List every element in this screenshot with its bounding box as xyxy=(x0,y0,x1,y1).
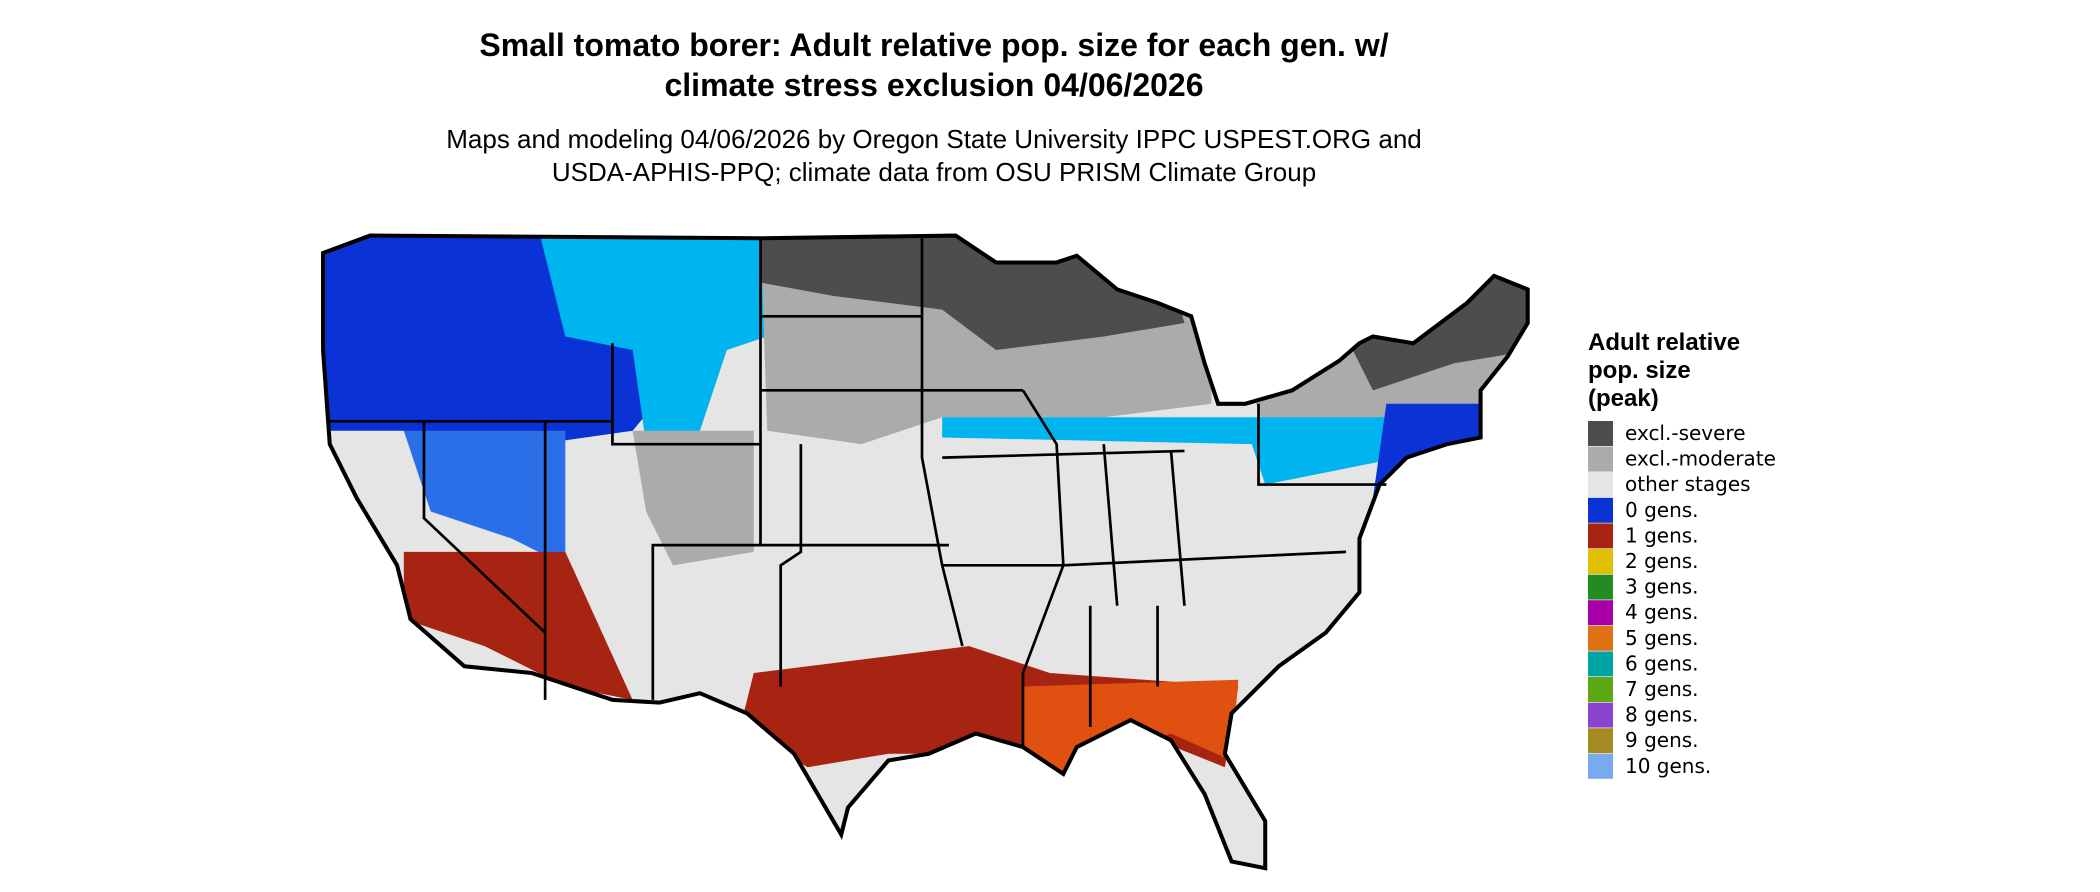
legend-swatch xyxy=(1588,753,1613,779)
legend-swatch xyxy=(1588,574,1613,600)
legend-label: excl.-moderate xyxy=(1625,447,1776,471)
legend-label: 1 gens. xyxy=(1625,523,1699,547)
legend-swatch xyxy=(1588,472,1613,498)
legend-swatch xyxy=(1588,677,1613,702)
legend-label: 6 gens. xyxy=(1625,651,1699,675)
legend-swatch xyxy=(1588,625,1613,651)
us-map xyxy=(321,233,1530,871)
subtitle-line: USDA-APHIS-PPQ; climate data from OSU PR… xyxy=(552,157,1316,187)
legend-title: (peak) xyxy=(1588,385,1659,412)
subtitle-line: Maps and modeling 04/06/2026 by Oregon S… xyxy=(446,124,1422,154)
legend-swatch xyxy=(1588,600,1613,626)
legend-label: 4 gens. xyxy=(1625,600,1699,624)
legend-label: other stages xyxy=(1625,472,1751,496)
title-line: Small tomato borer: Adult relative pop. … xyxy=(479,27,1388,63)
legend-swatch xyxy=(1588,728,1613,754)
legend-swatch xyxy=(1588,702,1613,728)
legend-label: 7 gens. xyxy=(1625,677,1699,701)
legend-swatch xyxy=(1588,549,1613,574)
legend-label: 5 gens. xyxy=(1625,626,1699,650)
legend-label: 10 gens. xyxy=(1625,754,1711,778)
legend-label: 9 gens. xyxy=(1625,728,1699,752)
legend-title: Adult relative xyxy=(1588,329,1740,356)
state-lines xyxy=(329,238,1387,748)
legend-label: 2 gens. xyxy=(1625,549,1699,573)
legend: Adult relative pop. size (peak) excl.-se… xyxy=(1588,329,1776,779)
legend-title: pop. size xyxy=(1588,357,1691,384)
legend-swatch xyxy=(1588,421,1613,446)
legend-swatch xyxy=(1588,651,1613,677)
legend-swatch xyxy=(1588,497,1613,523)
legend-label: excl.-severe xyxy=(1625,421,1746,445)
legend-swatch xyxy=(1588,523,1613,549)
legend-swatch xyxy=(1588,446,1613,472)
legend-label: 8 gens. xyxy=(1625,703,1699,727)
title-line: climate stress exclusion 04/06/2026 xyxy=(664,67,1203,103)
legend-label: 0 gens. xyxy=(1625,498,1699,522)
legend-label: 3 gens. xyxy=(1625,575,1699,599)
